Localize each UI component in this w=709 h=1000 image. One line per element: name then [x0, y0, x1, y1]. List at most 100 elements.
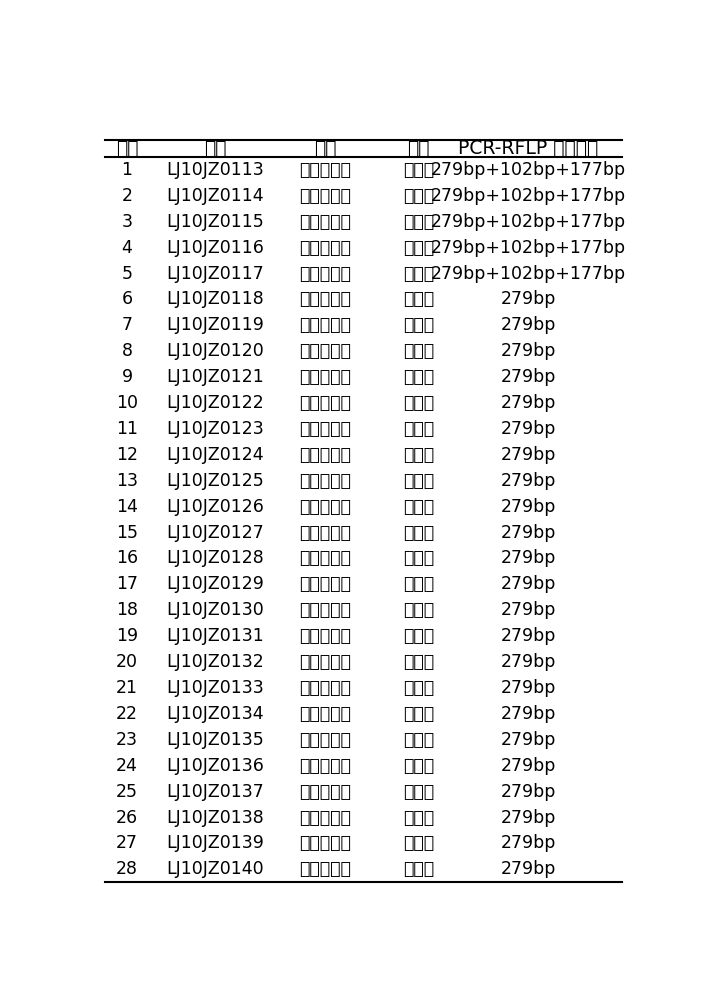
- Text: 鸡爪花: 鸡爪花: [403, 601, 434, 619]
- Text: 山东鸡爪花: 山东鸡爪花: [299, 731, 351, 749]
- Text: 279bp: 279bp: [501, 472, 556, 490]
- Text: 鸡爪花: 鸡爪花: [403, 239, 434, 257]
- Text: LJ10JZ0140: LJ10JZ0140: [166, 860, 264, 878]
- Text: 2: 2: [121, 187, 133, 205]
- Text: 279bp: 279bp: [501, 290, 556, 308]
- Text: 编码: 编码: [203, 139, 226, 158]
- Text: 21: 21: [116, 679, 138, 697]
- Text: 279bp: 279bp: [501, 498, 556, 516]
- Text: LJ10JZ0125: LJ10JZ0125: [166, 472, 264, 490]
- Text: LJ10JZ0114: LJ10JZ0114: [166, 187, 264, 205]
- Text: 山东鸡爪花: 山东鸡爪花: [299, 809, 351, 827]
- Text: 279bp+102bp+177bp: 279bp+102bp+177bp: [430, 161, 626, 179]
- Text: LJ10JZ0113: LJ10JZ0113: [166, 161, 264, 179]
- Text: 18: 18: [116, 601, 138, 619]
- Text: 279bp: 279bp: [501, 834, 556, 852]
- Text: 山东鸡爪花: 山东鸡爪花: [299, 290, 351, 308]
- Text: LJ10JZ0122: LJ10JZ0122: [166, 394, 264, 412]
- Text: 鸡爪花: 鸡爪花: [403, 757, 434, 775]
- Text: LJ10JZ0116: LJ10JZ0116: [166, 239, 264, 257]
- Text: 1: 1: [121, 161, 133, 179]
- Text: 山东鸡爪花: 山东鸡爪花: [299, 342, 351, 360]
- Text: LJ10JZ0127: LJ10JZ0127: [166, 524, 264, 542]
- Text: LJ10JZ0120: LJ10JZ0120: [166, 342, 264, 360]
- Text: 15: 15: [116, 524, 138, 542]
- Text: LJ10JZ0118: LJ10JZ0118: [166, 290, 264, 308]
- Text: 山东鸡爪花: 山东鸡爪花: [299, 783, 351, 801]
- Text: 11: 11: [116, 420, 138, 438]
- Text: LJ10JZ0133: LJ10JZ0133: [166, 679, 264, 697]
- Text: 16: 16: [116, 549, 138, 567]
- Text: 279bp: 279bp: [501, 731, 556, 749]
- Text: 山东鸡爪花: 山东鸡爪花: [299, 161, 351, 179]
- Text: 山东鸡爪花: 山东鸡爪花: [299, 524, 351, 542]
- Text: 山东鸡爪花: 山东鸡爪花: [299, 394, 351, 412]
- Text: LJ10JZ0138: LJ10JZ0138: [166, 809, 264, 827]
- Text: 山东鸡爪花: 山东鸡爪花: [299, 860, 351, 878]
- Text: 17: 17: [116, 575, 138, 593]
- Text: 鸡爪花: 鸡爪花: [403, 549, 434, 567]
- Text: 鸡爪花: 鸡爪花: [403, 472, 434, 490]
- Text: LJ10JZ0126: LJ10JZ0126: [166, 498, 264, 516]
- Text: 山东鸡爪花: 山东鸡爪花: [299, 549, 351, 567]
- Text: PCR-RFLP 检测结果: PCR-RFLP 检测结果: [458, 139, 598, 158]
- Text: 山东鸡爪花: 山东鸡爪花: [299, 575, 351, 593]
- Text: 鸡爪花: 鸡爪花: [403, 290, 434, 308]
- Text: 鸡爪花: 鸡爪花: [403, 342, 434, 360]
- Text: LJ10JZ0134: LJ10JZ0134: [166, 705, 264, 723]
- Text: 279bp: 279bp: [501, 446, 556, 464]
- Text: LJ10JZ0123: LJ10JZ0123: [166, 420, 264, 438]
- Text: 25: 25: [116, 783, 138, 801]
- Text: 鸡爪花: 鸡爪花: [403, 161, 434, 179]
- Text: 279bp: 279bp: [501, 757, 556, 775]
- Text: 山东鸡爪花: 山东鸡爪花: [299, 627, 351, 645]
- Text: 山东鸡爪花: 山东鸡爪花: [299, 705, 351, 723]
- Text: 279bp: 279bp: [501, 653, 556, 671]
- Text: 山东鸡爪花: 山东鸡爪花: [299, 834, 351, 852]
- Text: 鸡爪花: 鸡爪花: [403, 653, 434, 671]
- Text: LJ10JZ0139: LJ10JZ0139: [166, 834, 264, 852]
- Text: 279bp: 279bp: [501, 575, 556, 593]
- Text: 鸡爪花: 鸡爪花: [403, 809, 434, 827]
- Text: 鸡爪花: 鸡爪花: [403, 446, 434, 464]
- Text: 鸡爪花: 鸡爪花: [403, 420, 434, 438]
- Text: 山东鸡爪花: 山东鸡爪花: [299, 368, 351, 386]
- Text: 3: 3: [121, 213, 133, 231]
- Text: 279bp: 279bp: [501, 420, 556, 438]
- Text: 山东鸡爪花: 山东鸡爪花: [299, 239, 351, 257]
- Text: 279bp: 279bp: [501, 368, 556, 386]
- Text: 鸡爪花: 鸡爪花: [403, 368, 434, 386]
- Text: 山东鸡爪花: 山东鸡爪花: [299, 316, 351, 334]
- Text: 26: 26: [116, 809, 138, 827]
- Text: 山东鸡爪花: 山东鸡爪花: [299, 446, 351, 464]
- Text: LJ10JZ0136: LJ10JZ0136: [166, 757, 264, 775]
- Text: 9: 9: [121, 368, 133, 386]
- Text: 鸡爪花: 鸡爪花: [403, 679, 434, 697]
- Text: LJ10JZ0121: LJ10JZ0121: [166, 368, 264, 386]
- Text: 鸡爪花: 鸡爪花: [403, 524, 434, 542]
- Text: 279bp: 279bp: [501, 549, 556, 567]
- Text: 鸡爪花: 鸡爪花: [403, 705, 434, 723]
- Text: 24: 24: [116, 757, 138, 775]
- Text: 279bp: 279bp: [501, 705, 556, 723]
- Text: 279bp: 279bp: [501, 627, 556, 645]
- Text: 8: 8: [121, 342, 133, 360]
- Text: 12: 12: [116, 446, 138, 464]
- Text: LJ10JZ0128: LJ10JZ0128: [166, 549, 264, 567]
- Text: 山东鸡爪花: 山东鸡爪花: [299, 187, 351, 205]
- Text: LJ10JZ0135: LJ10JZ0135: [166, 731, 264, 749]
- Text: 山东鸡爪花: 山东鸡爪花: [299, 265, 351, 283]
- Text: 鸡爪花: 鸡爪花: [403, 187, 434, 205]
- Text: LJ10JZ0132: LJ10JZ0132: [166, 653, 264, 671]
- Text: 6: 6: [121, 290, 133, 308]
- Text: 279bp: 279bp: [501, 394, 556, 412]
- Text: LJ10JZ0137: LJ10JZ0137: [166, 783, 264, 801]
- Text: 279bp+102bp+177bp: 279bp+102bp+177bp: [430, 239, 626, 257]
- Text: 4: 4: [122, 239, 133, 257]
- Text: 279bp: 279bp: [501, 524, 556, 542]
- Text: 10: 10: [116, 394, 138, 412]
- Text: 山东鸡爪花: 山东鸡爪花: [299, 472, 351, 490]
- Text: 20: 20: [116, 653, 138, 671]
- Text: LJ10JZ0129: LJ10JZ0129: [166, 575, 264, 593]
- Text: 22: 22: [116, 705, 138, 723]
